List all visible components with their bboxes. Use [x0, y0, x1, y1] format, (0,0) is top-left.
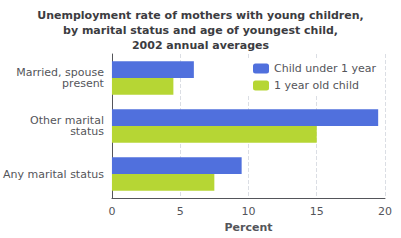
svg-text:5: 5 — [177, 205, 184, 218]
svg-text:Percent: Percent — [224, 221, 272, 234]
svg-text:Child under 1 year: Child under 1 year — [274, 62, 376, 75]
svg-text:by marital status and age of y: by marital status and age of youngest ch… — [63, 24, 338, 37]
svg-text:2002 annual averages: 2002 annual averages — [132, 39, 270, 52]
svg-text:Any marital status: Any marital status — [3, 168, 104, 181]
svg-text:15: 15 — [310, 205, 324, 218]
svg-text:1 year old child: 1 year old child — [274, 79, 359, 92]
svg-text:present: present — [62, 77, 105, 90]
svg-text:status: status — [70, 125, 104, 138]
svg-text:0: 0 — [108, 205, 115, 218]
svg-text:Other marital: Other marital — [30, 114, 104, 127]
svg-text:20: 20 — [378, 205, 392, 218]
svg-text:Married, spouse: Married, spouse — [16, 66, 104, 79]
svg-text:10: 10 — [241, 205, 255, 218]
svg-text:Unemployment rate of mothers w: Unemployment rate of mothers with young … — [37, 9, 363, 22]
